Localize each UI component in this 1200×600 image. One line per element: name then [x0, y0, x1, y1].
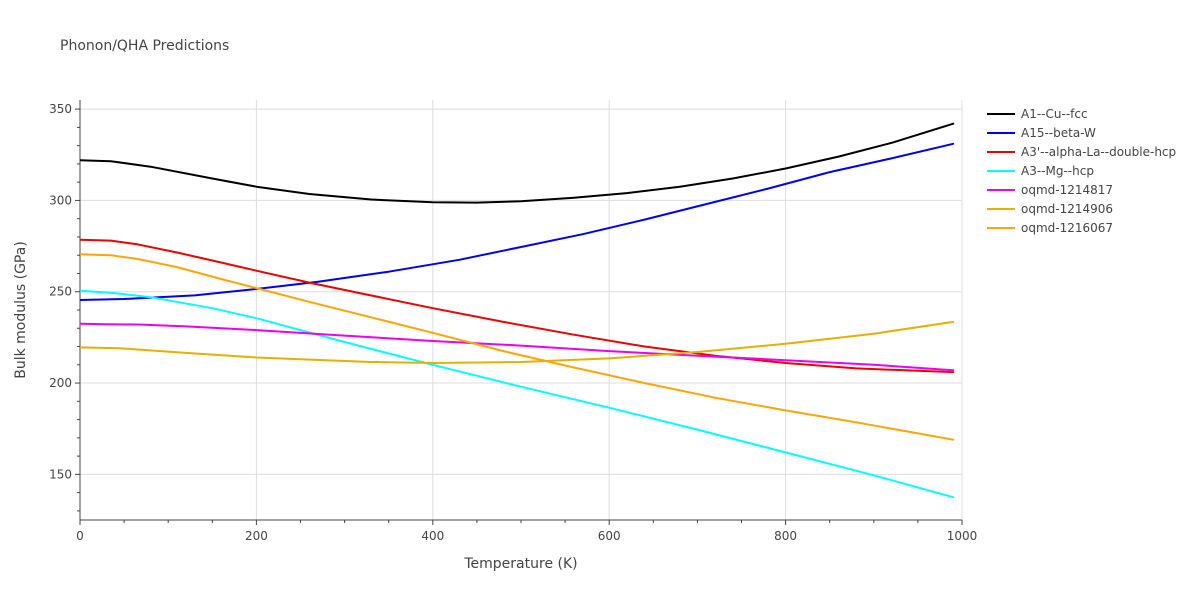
- x-tick-label: 600: [598, 529, 621, 543]
- axes: [75, 100, 963, 525]
- y-tick-label: 250: [49, 285, 72, 299]
- legend-label: oqmd-1214817: [1021, 183, 1113, 197]
- legend-label: oqmd-1214906: [1021, 202, 1113, 216]
- tick-labels: 0 200 400 600 800 1000 150 200 250 300 350: [49, 102, 977, 543]
- y-axis-title: Bulk modulus (GPa): [13, 241, 29, 379]
- y-tick-label: 200: [49, 376, 72, 390]
- legend-item[interactable]: oqmd-1214906: [987, 202, 1113, 216]
- series-line-a3-alpha-la-double-hcp: [80, 238, 955, 374]
- series-line-oqmd-1214906: [80, 320, 955, 364]
- legend-item[interactable]: A3--Mg--hcp: [987, 164, 1094, 178]
- y-tick-label: 300: [49, 193, 72, 207]
- x-tick-label: 200: [245, 529, 268, 543]
- legend-item[interactable]: A15--beta-W: [987, 126, 1096, 140]
- chart-title: Phonon/QHA Predictions: [60, 38, 229, 54]
- plot-area: [80, 122, 955, 499]
- series-line-oqmd-1216067: [80, 253, 955, 441]
- y-tick-label: 150: [49, 467, 72, 481]
- gridlines: [80, 100, 963, 520]
- x-tick-label: 400: [421, 529, 444, 543]
- legend-label: oqmd-1216067: [1021, 221, 1113, 235]
- x-tick-label: 0: [76, 529, 84, 543]
- legend-item[interactable]: oqmd-1214817: [987, 183, 1113, 197]
- legend-label: A3--Mg--hcp: [1021, 164, 1094, 178]
- series-line-a1-cu-fcc: [80, 122, 955, 204]
- x-tick-label: 1000: [947, 529, 978, 543]
- legend-item[interactable]: A1--Cu--fcc: [987, 107, 1088, 121]
- legend-label: A15--beta-W: [1021, 126, 1096, 140]
- legend: A1--Cu--fcc A15--beta-W A3'--alpha-La--dou…: [987, 107, 1176, 235]
- legend-item[interactable]: A3'--alpha-La--double-hcp: [987, 145, 1176, 159]
- series-line-oqmd-1214817: [80, 322, 955, 372]
- x-tick-label: 800: [774, 529, 797, 543]
- legend-item[interactable]: oqmd-1216067: [987, 221, 1113, 235]
- x-axis-title: Temperature (K): [463, 556, 577, 572]
- series-line-a15-beta-w: [80, 142, 955, 301]
- series-line-a3-mg-hcp: [80, 289, 955, 499]
- y-tick-label: 350: [49, 102, 72, 116]
- legend-label: A3'--alpha-La--double-hcp: [1021, 145, 1176, 159]
- legend-label: A1--Cu--fcc: [1021, 107, 1088, 121]
